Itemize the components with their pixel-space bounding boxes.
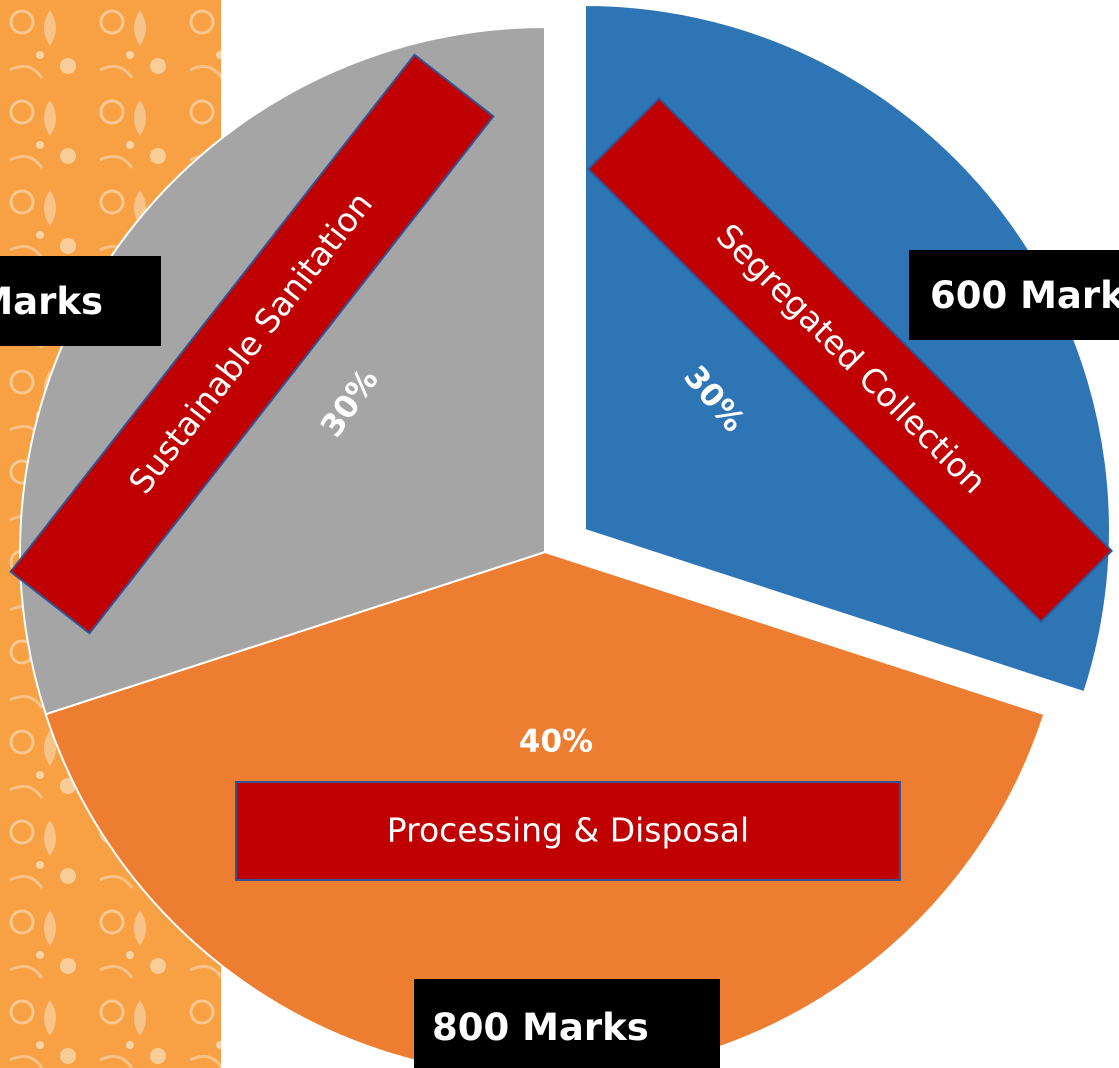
marks-text: 600 Marks bbox=[0, 280, 103, 323]
marks-text: 800 Marks bbox=[432, 1006, 649, 1049]
marks-callout-processing-disposal: 800 Marks bbox=[414, 979, 720, 1068]
marks-callout-sustainable-sanitation: 600 Marks bbox=[0, 256, 161, 346]
percent-label-processing-disposal: 40% bbox=[519, 724, 593, 760]
marks-callout-segregated-collection: 600 Marks bbox=[909, 250, 1119, 340]
marks-text: 600 Marks bbox=[930, 274, 1119, 317]
category-label-processing-disposal: Processing & Disposal bbox=[235, 781, 901, 881]
category-label-text: Processing & Disposal bbox=[387, 811, 749, 850]
